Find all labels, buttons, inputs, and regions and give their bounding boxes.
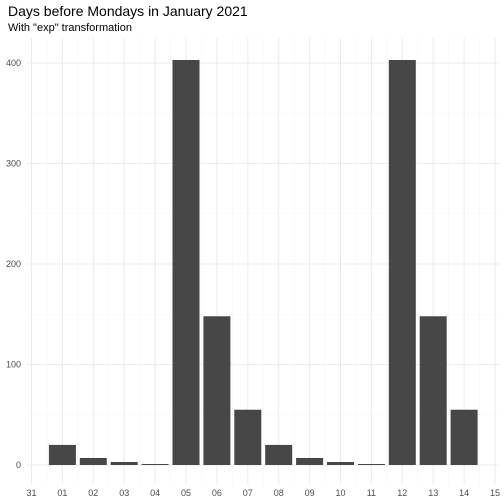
bar-08 (265, 444, 293, 465)
y-tick-label: 100 (6, 360, 21, 370)
x-tick-label: 01 (57, 488, 67, 498)
chart-title: Days before Mondays in January 2021 (8, 3, 248, 19)
x-tick-label: 31 (26, 488, 36, 498)
bar-12 (388, 59, 416, 466)
x-tick-label: 08 (274, 488, 284, 498)
bar-05 (172, 59, 200, 466)
bar-07 (234, 409, 262, 465)
bar-14 (450, 409, 478, 465)
x-tick-label: 02 (88, 488, 98, 498)
x-tick-label: 12 (397, 488, 407, 498)
x-axis-ticks: 31 01 02 03 04 05 06 07 08 09 10 11 12 13 14 15 (26, 488, 500, 498)
x-tick-label: 13 (428, 488, 438, 498)
bar-09 (296, 457, 324, 465)
bar-10 (327, 461, 354, 465)
y-tick-label: 300 (6, 159, 21, 169)
x-tick-label: 04 (150, 488, 160, 498)
bar-03 (110, 461, 138, 465)
y-tick-label: 400 (6, 58, 21, 68)
bar-06 (203, 316, 231, 465)
bar-02 (79, 457, 107, 465)
bar-11 (357, 463, 385, 465)
bars (48, 59, 478, 466)
x-tick-label: 11 (367, 488, 376, 498)
x-tick-label: 15 (490, 488, 500, 498)
x-tick-label: 09 (305, 488, 315, 498)
bar-04 (141, 463, 169, 465)
x-tick-label: 14 (459, 488, 469, 498)
x-tick-label: 05 (181, 488, 191, 498)
x-tick-label: 07 (243, 488, 253, 498)
y-tick-label: 200 (6, 259, 21, 269)
x-tick-label: 03 (119, 488, 129, 498)
x-tick-label: 10 (335, 488, 345, 498)
chart-subtitle: With "exp" transformation (8, 22, 132, 34)
x-tick-label: 06 (212, 488, 222, 498)
bar-01 (48, 444, 76, 465)
bar-13 (419, 316, 447, 465)
y-axis-ticks: 0 100 200 300 400 (6, 58, 21, 470)
y-tick-label: 0 (16, 460, 21, 470)
